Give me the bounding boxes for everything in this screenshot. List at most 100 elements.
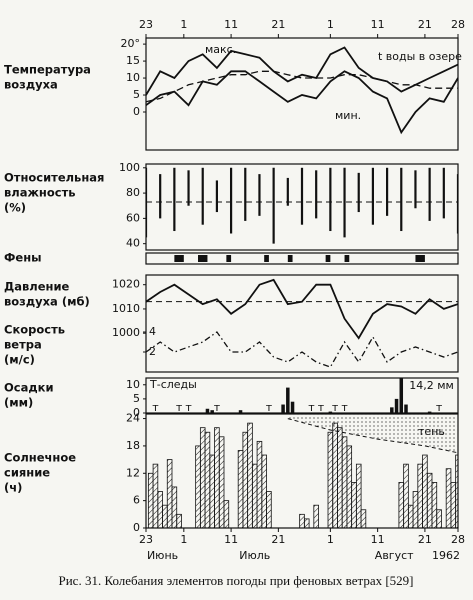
bar <box>209 454 215 528</box>
x-tick-label: 11 <box>371 533 385 546</box>
y-tick-label: 10 <box>126 71 140 84</box>
trace-mark: т <box>436 401 443 414</box>
panel-label: (мм) <box>4 396 33 410</box>
y-tick-label: 10 <box>126 378 140 391</box>
bar <box>256 440 263 528</box>
value-label: 14,2 мм <box>409 379 454 392</box>
panel-label: Давление <box>4 280 70 294</box>
y-tick-label: 0 <box>133 521 140 534</box>
panel-label: Осадки <box>4 381 54 395</box>
bar <box>214 427 220 528</box>
line <box>146 46 458 96</box>
bar <box>412 491 419 528</box>
series-label: t воды в озере <box>378 50 462 63</box>
bar <box>445 468 452 528</box>
y-tick-label: 60 <box>126 211 140 224</box>
panel-label: воздуха <box>4 78 58 92</box>
bar <box>261 454 267 528</box>
y-tick-label: 100 <box>119 161 140 174</box>
panel-line <box>146 331 458 368</box>
foehn-period <box>287 255 293 262</box>
y-tick-label: 20° <box>121 37 141 50</box>
line <box>146 331 458 368</box>
line <box>146 70 458 135</box>
bar <box>162 504 168 528</box>
bar <box>303 518 310 528</box>
bar <box>299 513 305 528</box>
bar <box>251 463 258 528</box>
foehn-period <box>264 255 269 262</box>
y-tick-label: 4 <box>149 325 156 338</box>
shade-label: тень <box>418 425 445 438</box>
bar <box>218 436 225 528</box>
x-tick-label: 11 <box>224 18 238 31</box>
bar <box>147 472 154 528</box>
x-tick-label: 21 <box>271 533 285 546</box>
bar <box>237 450 244 528</box>
panel-label: Скорость <box>4 323 65 337</box>
panel-label: (м/с) <box>4 353 35 367</box>
bar <box>394 398 399 413</box>
bar <box>360 509 367 528</box>
bar <box>328 411 333 413</box>
caption: Рис. 31. Колебания элементов погоды при … <box>58 573 413 588</box>
panel-label: ветра <box>4 338 42 352</box>
panel-bar <box>147 414 458 528</box>
panel-line <box>146 46 458 135</box>
bar <box>341 436 348 528</box>
bar <box>436 509 442 528</box>
panel-label: (ч) <box>4 481 22 495</box>
series-label: мин. <box>335 109 361 122</box>
foehn-period <box>344 255 350 262</box>
bar <box>171 486 178 528</box>
bar <box>346 445 353 528</box>
foehn-period <box>174 255 184 262</box>
x-tick-label: 28 <box>451 533 465 546</box>
year-label: 1962 <box>432 549 460 562</box>
bar <box>426 472 433 528</box>
panel-label: Температура <box>4 63 91 77</box>
panel-periods <box>174 255 425 262</box>
bar <box>166 459 173 528</box>
bar <box>290 401 295 413</box>
bar <box>286 387 290 413</box>
bar <box>247 422 253 528</box>
bar <box>427 411 432 413</box>
line <box>146 278 458 340</box>
bar <box>313 504 319 528</box>
bar <box>450 481 457 528</box>
y-tick-label: 1000 <box>112 326 140 339</box>
bar <box>403 463 409 528</box>
bar <box>417 463 423 528</box>
bar <box>332 422 338 528</box>
foehn-period <box>226 255 232 262</box>
x-tick-label: 11 <box>371 18 385 31</box>
x-tick-label: 23 <box>139 18 153 31</box>
bar <box>242 431 249 528</box>
series-label: макс. <box>205 43 236 56</box>
x-tick-label: 1 <box>180 18 187 31</box>
month-label: Август <box>375 549 414 562</box>
bar <box>390 407 394 413</box>
trace-mark: т <box>176 401 183 414</box>
trace-mark: т <box>332 401 339 414</box>
shade-line <box>287 418 458 454</box>
legend-text: Т-следы <box>149 378 197 391</box>
panel-label: (%) <box>4 201 26 215</box>
bar <box>238 410 243 413</box>
trace-mark: т <box>266 401 273 414</box>
panel-range-bar <box>146 167 458 244</box>
y-tick-label: 15 <box>126 54 140 67</box>
bar <box>195 445 201 528</box>
bar <box>205 408 210 413</box>
x-tick-label: 21 <box>271 18 285 31</box>
panel-label: влажность <box>4 186 76 200</box>
x-tick-label: 1 <box>327 533 334 546</box>
y-tick-label: 0 <box>133 105 140 118</box>
y-tick-label: 5 <box>133 88 140 101</box>
panel-bar <box>205 378 432 413</box>
x-tick-label: 21 <box>418 533 432 546</box>
panel-label: Относительная <box>4 171 104 185</box>
trace-mark: т <box>318 401 325 414</box>
